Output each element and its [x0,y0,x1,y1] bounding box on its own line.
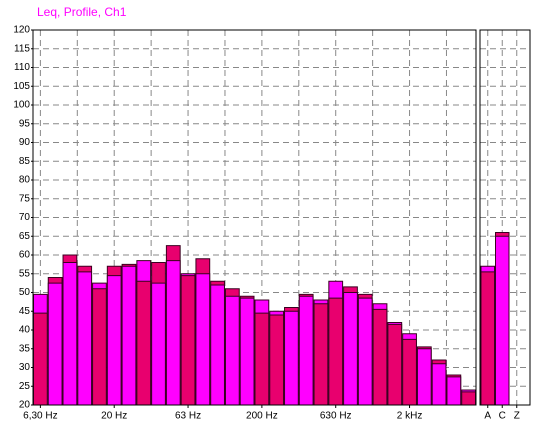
bar [92,288,107,406]
bar [372,308,388,406]
y-tick-label: 80 [19,175,31,186]
y-tick-label: 65 [19,231,31,242]
y-tick-label: 25 [19,381,31,392]
bar [269,314,285,406]
bar [180,275,196,406]
y-tick-label: 40 [19,325,31,336]
bar [210,284,225,406]
bar [136,280,152,406]
bar [357,297,373,406]
bar [195,273,211,406]
y-tick-label: 35 [19,343,31,354]
x-tick-label: 2 kHz [397,411,423,422]
y-tick-label: 50 [19,287,31,298]
y-tick-label: 45 [19,306,31,317]
bar [480,271,495,406]
bar [239,297,255,406]
bar [165,260,181,406]
plot-frame [32,29,477,406]
bar [461,391,477,406]
bar [387,323,403,406]
y-tick-label: 90 [19,137,31,148]
y-tick-label: 75 [19,193,31,204]
x-tick-label: C [499,411,506,422]
x-tick-label: 20 Hz [101,411,127,422]
x-tick-label: 200 Hz [246,411,278,422]
y-tick-label: 20 [19,400,31,411]
plot-frame [479,29,531,406]
y-tick-label: 105 [13,81,30,92]
chart-title: Leq, Profile, Ch1 [37,5,127,19]
y-tick-label: 95 [19,118,31,129]
x-tick-label: Z [514,411,520,422]
y-tick-label: 100 [13,100,30,111]
bar [47,282,63,406]
x-tick-label: A [484,411,491,422]
bar [33,312,48,406]
bar [446,376,462,406]
y-tick-label: 115 [14,43,30,54]
y-tick-label: 55 [19,268,31,279]
bar [431,363,447,406]
y-tick-label: 60 [19,250,31,261]
bar [495,235,510,406]
bar [254,312,270,406]
y-tick-label: 85 [19,156,31,167]
bar [284,310,299,406]
bar [62,262,78,406]
bar [313,303,329,406]
y-tick-label: 70 [19,212,31,223]
bar [328,297,344,406]
bar [151,282,166,406]
bar [121,265,137,406]
bar [343,292,358,406]
bar [298,295,314,406]
bar [402,338,417,406]
bar [77,271,93,406]
y-tick-label: 30 [19,362,31,373]
y-tick-label: 120 [13,25,30,36]
bar [106,275,122,406]
x-tick-label: 6,30 Hz [23,411,57,422]
bar [416,348,432,406]
x-tick-label: 630 Hz [320,411,352,422]
y-tick-label: 110 [14,62,30,73]
x-tick-label: 63 Hz [175,411,201,422]
bar [224,295,240,406]
